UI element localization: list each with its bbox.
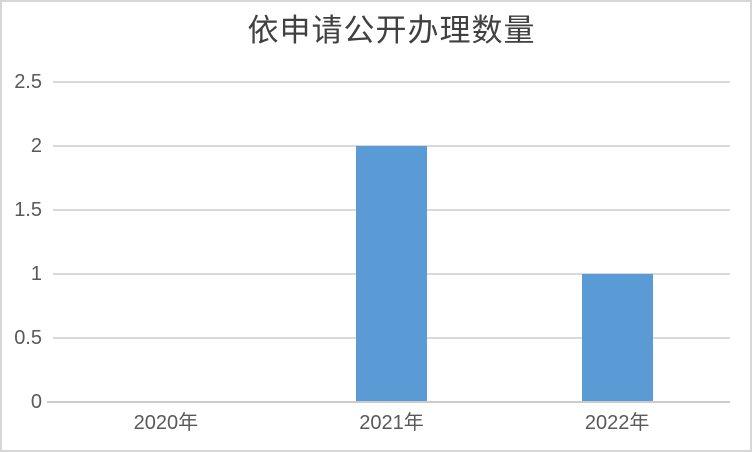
- y-tick-label: 1: [30, 263, 42, 285]
- y-tick-label: 1.5: [14, 199, 42, 221]
- bar-2021年: [356, 146, 427, 402]
- chart-title: 依申请公开办理数量: [247, 13, 536, 49]
- x-tick-label: 2021年: [359, 412, 424, 434]
- y-tick-label: 2.5: [14, 71, 42, 93]
- y-tick-label: 2: [30, 135, 42, 157]
- bar-2022年: [581, 274, 653, 402]
- y-tick-label: 0.5: [14, 327, 42, 349]
- x-tick-label: 2020年: [133, 412, 199, 434]
- y-tick-label: 0: [30, 391, 42, 413]
- x-tick-label: 2022年: [584, 412, 650, 434]
- x-axis-line: [47, 401, 730, 403]
- gridline: [53, 81, 730, 83]
